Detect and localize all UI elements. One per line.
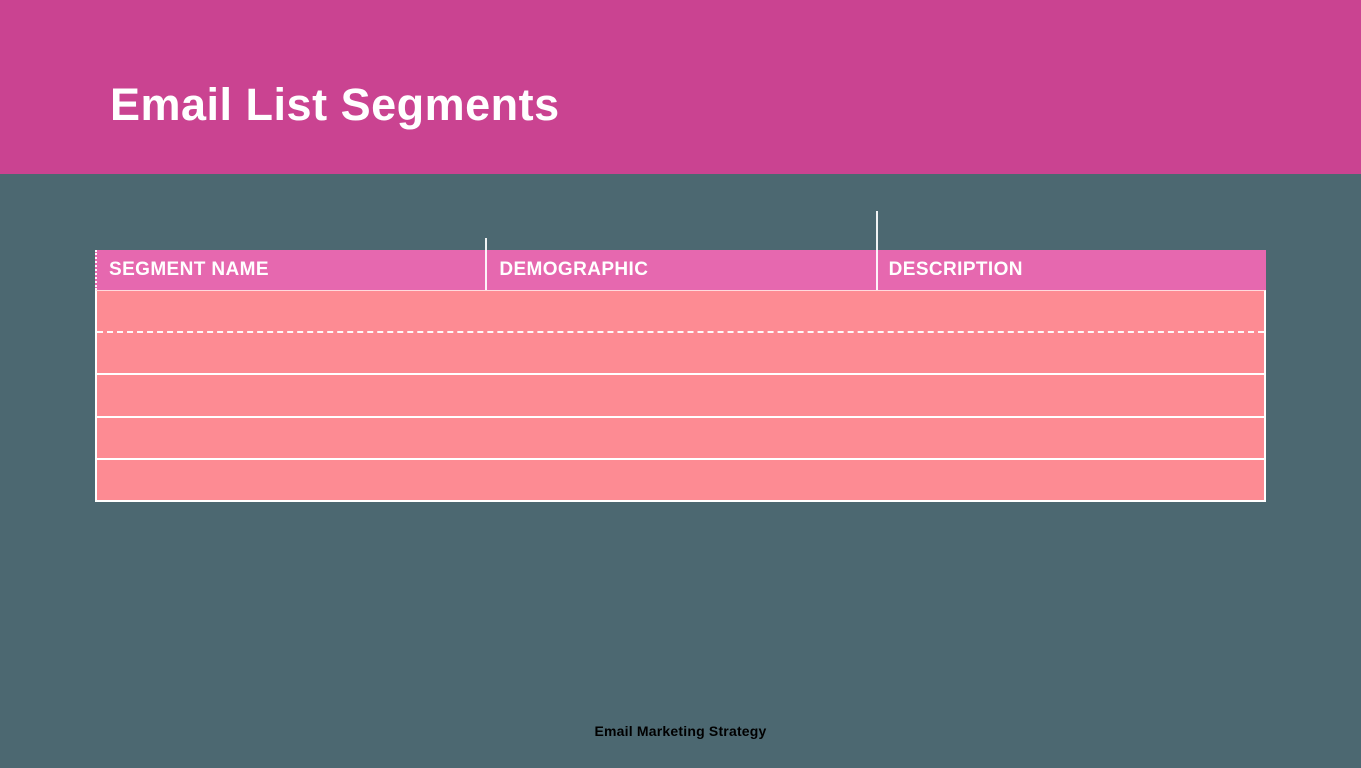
title-banner: Email List Segments	[0, 0, 1361, 174]
table-row[interactable]	[97, 417, 1264, 460]
table-row[interactable]	[97, 333, 1264, 376]
column-header-description[interactable]: DESCRIPTION	[888, 259, 1023, 280]
slide-title[interactable]: Email List Segments	[110, 79, 560, 130]
table-body	[95, 290, 1266, 502]
footer-text: Email Marketing Strategy	[594, 723, 767, 739]
column-header-segment-name[interactable]: SEGMENT NAME	[109, 259, 269, 280]
table-row[interactable]	[97, 291, 1264, 334]
table-row[interactable]	[97, 459, 1264, 501]
segments-table[interactable]: SEGMENT NAME DEMOGRAPHIC DESCRIPTION	[95, 250, 1266, 502]
table-row[interactable]	[97, 375, 1264, 418]
table-header-row: SEGMENT NAME DEMOGRAPHIC DESCRIPTION	[95, 250, 1266, 290]
column-divider-guide-1	[485, 238, 487, 290]
column-divider-guide-2	[876, 211, 878, 290]
column-header-demographic[interactable]: DEMOGRAPHIC	[499, 259, 649, 280]
